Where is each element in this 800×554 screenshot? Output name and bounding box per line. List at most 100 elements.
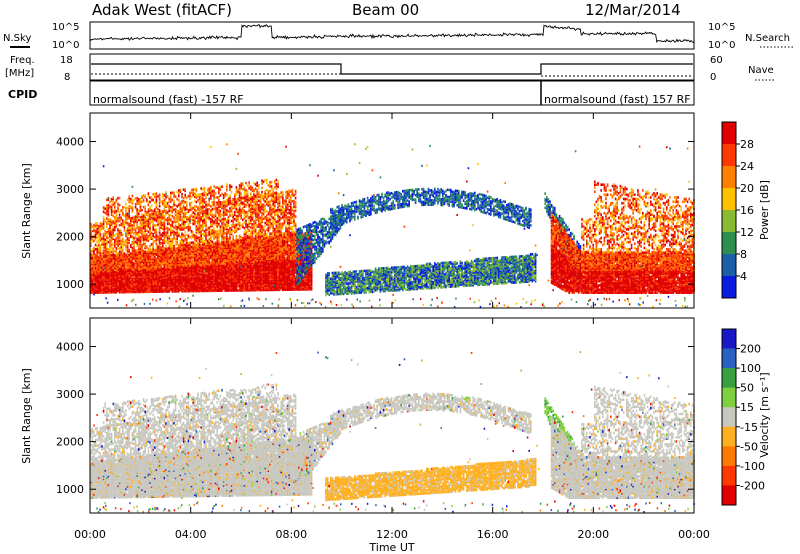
heatmap-cell [138, 257, 140, 261]
heatmap-cell [149, 269, 151, 272]
heatmap-cell [165, 254, 167, 258]
heatmap-cell [126, 280, 129, 284]
heatmap-cell [160, 290, 162, 293]
heatmap-cell [120, 258, 122, 261]
heatmap-cell [216, 239, 218, 243]
heatmap-cell [94, 277, 97, 280]
heatmap-cell [195, 264, 198, 267]
heatmap-cell [195, 274, 198, 277]
heatmap-cell [179, 258, 182, 262]
heatmap-cell [184, 281, 186, 284]
heatmap-cell [93, 233, 95, 237]
heatmap-cell [147, 237, 150, 241]
heatmap-cell [221, 205, 223, 208]
heatmap-cell [205, 192, 207, 195]
heatmap-cell [206, 263, 209, 267]
heatmap-cell [211, 249, 214, 253]
heatmap-cell [205, 238, 207, 241]
heatmap-cell [242, 196, 244, 200]
freq-tick-bottom: 8 [64, 72, 70, 83]
heatmap-cell [218, 229, 220, 233]
heatmap-cell [142, 257, 145, 261]
heatmap-cell [112, 288, 114, 291]
heatmap-cell [192, 282, 194, 286]
heatmap-cell [157, 286, 159, 289]
heatmap-cell [117, 234, 119, 237]
heatmap-cell [208, 278, 210, 281]
heatmap-cell [112, 220, 114, 223]
heatmap-cell [134, 252, 137, 255]
heatmap-cell [189, 251, 191, 254]
heatmap-cell [168, 246, 170, 250]
heatmap-cell [202, 224, 204, 227]
heatmap-cell [179, 217, 182, 220]
heatmap-cell [157, 256, 159, 259]
heatmap-cell [203, 254, 206, 257]
heatmap-cell [147, 250, 150, 254]
heatmap-cell [123, 223, 126, 226]
heatmap-cell [158, 264, 161, 268]
heatmap-cell [106, 222, 108, 226]
heatmap-cell [107, 264, 110, 267]
heatmap-cell [202, 269, 204, 273]
heatmap-cell [182, 258, 185, 262]
heatmap-cell [139, 245, 142, 249]
heatmap-cell [102, 251, 105, 254]
heatmap-cell [168, 281, 170, 285]
heatmap-cell [166, 195, 169, 198]
heatmap-cell [195, 230, 198, 234]
heatmap-cell [117, 239, 119, 243]
heatmap-cell [125, 209, 127, 213]
heatmap-cell [219, 255, 222, 258]
heatmap-cell [141, 279, 143, 282]
heatmap-cell [149, 221, 151, 225]
heatmap-cell [157, 195, 159, 198]
heatmap-cell [226, 237, 228, 240]
heatmap-cell [194, 268, 196, 271]
heatmap-cell [194, 199, 196, 203]
heatmap-cell [123, 229, 126, 232]
heatmap-cell [139, 231, 142, 235]
heatmap-cell [173, 244, 175, 248]
heatmap-cell [112, 289, 114, 293]
heatmap-cell [142, 260, 145, 264]
heatmap-cell [144, 272, 146, 275]
heatmap-cell [138, 274, 140, 278]
heatmap-cell [208, 282, 210, 285]
heatmap-cell [109, 268, 111, 271]
heatmap-cell [99, 230, 102, 233]
heatmap-cell [218, 249, 220, 253]
heatmap-cell [211, 271, 214, 274]
heatmap-cell [146, 277, 148, 281]
heatmap-cell [203, 258, 206, 261]
heatmap-cell [179, 254, 182, 257]
heatmap-cell [110, 259, 113, 263]
heatmap-cell [181, 288, 183, 292]
heatmap-cell [128, 286, 130, 290]
heatmap-cell [146, 262, 148, 265]
heatmap-cell [198, 223, 201, 226]
heatmap-cell [102, 258, 105, 261]
heatmap-cell [114, 211, 116, 215]
heatmap-cell [165, 244, 167, 247]
heatmap-cell [122, 273, 124, 277]
heatmap-cell [195, 244, 198, 247]
heatmap-cell [168, 261, 170, 265]
heatmap-cell [99, 259, 102, 263]
heatmap-cell [214, 186, 217, 189]
heatmap-cell [211, 261, 214, 264]
heatmap-cell [117, 204, 119, 207]
heatmap-cell [99, 253, 102, 256]
heatmap-cell [141, 256, 143, 259]
heatmap-cell [110, 279, 113, 283]
heatmap-cell [149, 229, 151, 232]
heatmap-cell [170, 263, 172, 266]
heatmap-cell [218, 279, 220, 282]
heatmap-cell [210, 252, 212, 255]
heatmap-cell [216, 249, 218, 253]
heatmap-cell [130, 289, 132, 292]
heatmap-cell [146, 269, 148, 272]
heatmap-cell [195, 240, 198, 244]
heatmap-cell [131, 223, 134, 227]
heatmap-cell [213, 231, 215, 235]
